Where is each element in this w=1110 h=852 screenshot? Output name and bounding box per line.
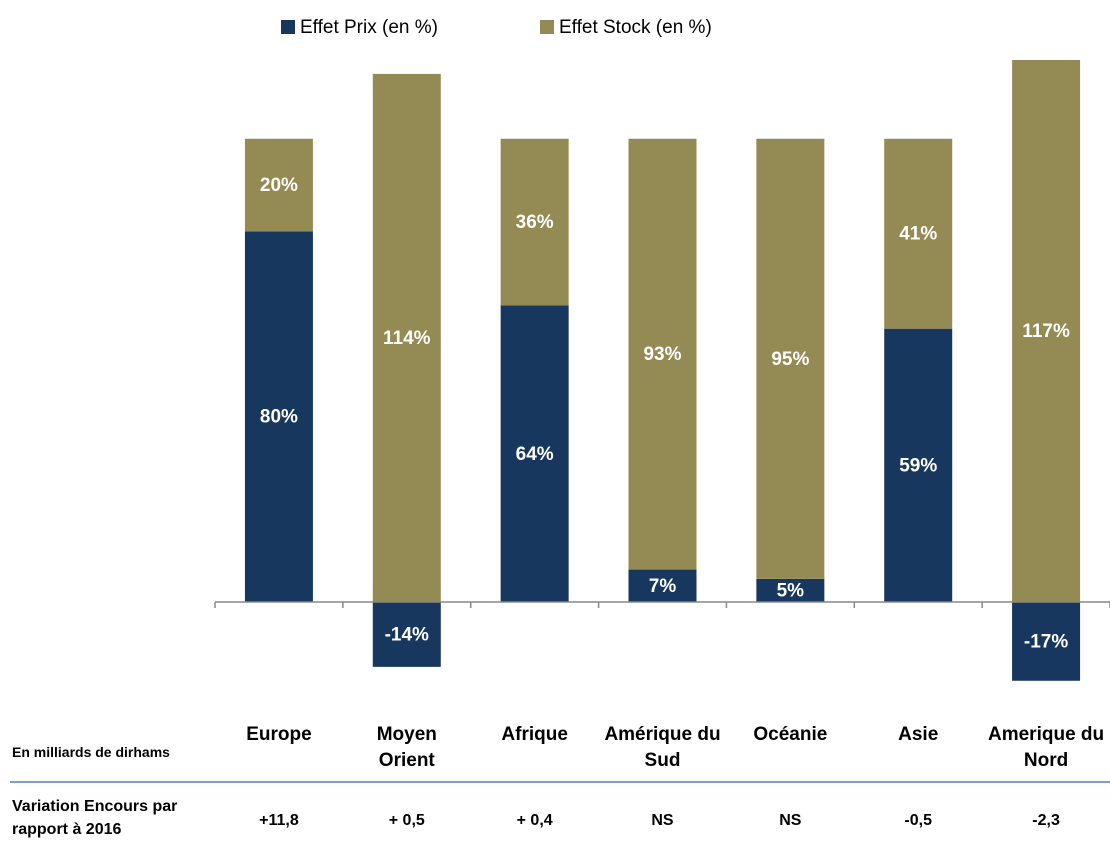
x-tick-label: Moyen Orient — [376, 724, 437, 771]
x-tick-label: Amérique du Sud — [604, 724, 721, 771]
data-label: -14% — [385, 624, 429, 645]
data-label: -17% — [1024, 631, 1068, 652]
table-cell: +11,8 — [259, 812, 299, 829]
data-label: 93% — [643, 344, 681, 365]
legend-swatch — [540, 20, 554, 34]
data-label: 80% — [260, 407, 298, 428]
bar-segment — [372, 602, 441, 667]
data-label: 95% — [771, 349, 809, 370]
x-tick-label: Afrique — [501, 724, 568, 745]
bar-segment — [628, 138, 697, 570]
table-header: En milliards de dirhams — [12, 744, 170, 760]
bar-segment — [628, 569, 697, 602]
row-label: Variation Encours par rapport à 2016 — [12, 798, 178, 838]
bar-segment — [500, 305, 569, 602]
data-label: 36% — [516, 212, 554, 233]
bar-segment — [500, 138, 569, 306]
table-cell: + 0,5 — [388, 812, 425, 829]
data-label: 114% — [383, 328, 431, 349]
table-cell: + 0,4 — [516, 812, 553, 829]
bar-segment — [756, 138, 825, 579]
x-tick-label: Amerique du Nord — [988, 724, 1105, 771]
table-cell: -0,5 — [904, 812, 932, 829]
legend-label: Effet Stock (en %) — [559, 17, 712, 38]
table-cell: -2,3 — [1032, 812, 1060, 829]
table-cell: NS — [779, 812, 802, 829]
bar-segment — [372, 73, 441, 602]
bar-segment — [884, 328, 953, 602]
data-label: 64% — [516, 444, 554, 465]
data-label: 59% — [899, 455, 937, 476]
x-tick-label: Asie — [898, 724, 939, 745]
bar-segment — [884, 138, 953, 329]
bar-segment — [1012, 602, 1081, 681]
legend-swatch — [281, 20, 295, 34]
data-label: 5% — [777, 580, 805, 601]
data-label: 7% — [649, 576, 677, 597]
legend-label: Effet Prix (en %) — [300, 17, 438, 38]
data-label: 20% — [260, 175, 298, 196]
bar-segment — [756, 578, 825, 602]
data-label: 117% — [1022, 321, 1070, 342]
x-tick-label: Océanie — [753, 724, 828, 745]
x-tick-label: Europe — [246, 724, 312, 745]
bar-segment — [244, 231, 313, 602]
bar-segment — [244, 138, 313, 232]
bar-segment — [1012, 60, 1081, 602]
data-label: 41% — [899, 224, 937, 245]
table-cell: NS — [651, 812, 674, 829]
